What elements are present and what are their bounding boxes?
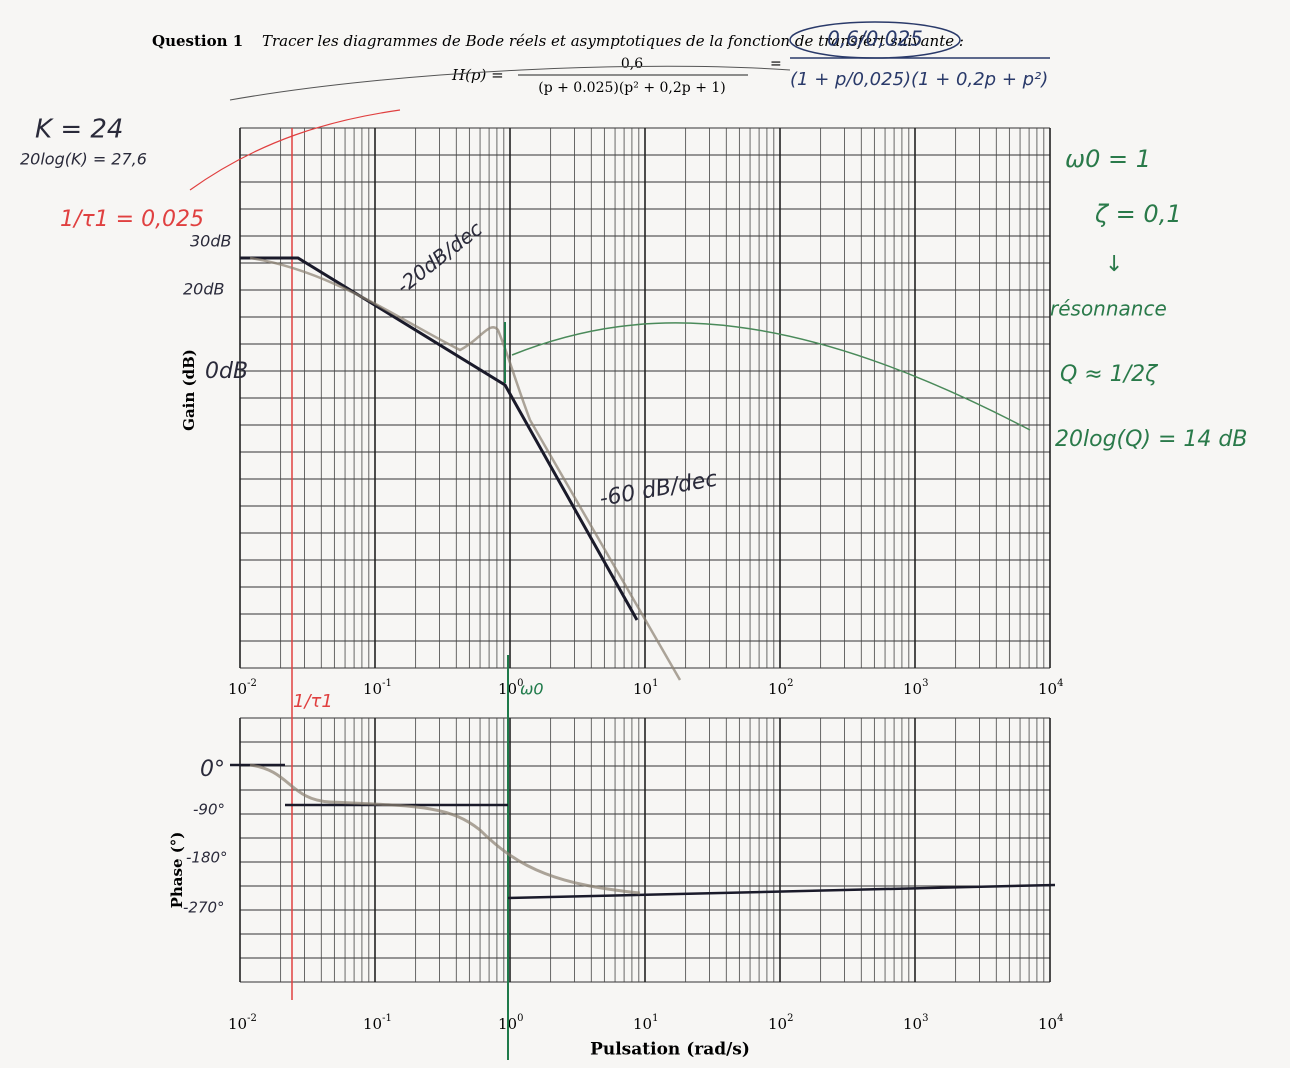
gain-axis-label: Gain (dB) bbox=[180, 349, 198, 431]
equals: = bbox=[770, 56, 782, 72]
tick-exp: 4 bbox=[1057, 1013, 1063, 1024]
tick-exp: 1 bbox=[652, 678, 658, 689]
tick-exp: 4 bbox=[1057, 678, 1063, 689]
tick-exp: -1 bbox=[382, 678, 392, 689]
tick-exp: 1 bbox=[652, 1013, 658, 1024]
x-tick-label: 10-2 bbox=[228, 1013, 257, 1034]
note: K = 24 bbox=[35, 115, 123, 145]
phase-real bbox=[249, 763, 641, 895]
tick-exp: -1 bbox=[382, 1013, 392, 1024]
tick-base: 10 bbox=[228, 1015, 247, 1033]
note: 20dB bbox=[183, 280, 225, 299]
gain-asymptote bbox=[240, 256, 639, 621]
x-tick-label: 10-1 bbox=[363, 678, 392, 699]
tick-exp: 0 bbox=[517, 1013, 523, 1024]
x-tick-label: 101 bbox=[633, 678, 658, 699]
tick-base: 10 bbox=[1038, 1015, 1057, 1033]
x-tick-label: 102 bbox=[768, 678, 793, 699]
note: ω0 = 1 bbox=[1065, 145, 1151, 173]
note: -90° bbox=[193, 801, 225, 819]
note: ζ = 0,1 bbox=[1094, 200, 1182, 228]
tick-exp: 2 bbox=[787, 678, 793, 689]
note: 20log(K) = 27,6 bbox=[20, 150, 147, 169]
hand-denominator: (1 + p/0,025)(1 + 0,2p + p²) bbox=[790, 69, 1048, 90]
question-number: Question 1 bbox=[152, 32, 243, 50]
hand-arc bbox=[229, 65, 791, 101]
x-tick-label: 103 bbox=[903, 1013, 928, 1034]
tick-exp: 2 bbox=[787, 1013, 793, 1024]
grids: 10-210-110010110210310410-210-1100101102… bbox=[228, 127, 1063, 1034]
instruction: Tracer les diagrammes de Bode réels et a… bbox=[262, 32, 964, 50]
gain-real bbox=[249, 256, 682, 681]
note: 20log(Q) = 14 dB bbox=[1055, 427, 1247, 452]
x-tick-label: 103 bbox=[903, 678, 928, 699]
tick-exp: 3 bbox=[922, 678, 928, 689]
tick-base: 10 bbox=[633, 680, 652, 698]
hand-numerator: 0,6/0,025 bbox=[827, 27, 923, 51]
note: ↓ bbox=[1105, 252, 1123, 277]
note: 30dB bbox=[190, 232, 232, 251]
tick-base: 10 bbox=[768, 1015, 787, 1033]
formula-lhs: H(p) = bbox=[451, 66, 504, 84]
x-axis-label: Pulsation (rad/s) bbox=[590, 1040, 750, 1060]
tick-base: 10 bbox=[1038, 680, 1057, 698]
x-tick-label: 104 bbox=[1038, 1013, 1063, 1034]
x-tick-label: 104 bbox=[1038, 678, 1063, 699]
tick-base: 10 bbox=[363, 1015, 382, 1033]
tick-exp: -2 bbox=[247, 1013, 257, 1024]
note: 0° bbox=[200, 757, 225, 782]
tick-base: 10 bbox=[903, 680, 922, 698]
x-tick-label: 102 bbox=[768, 1013, 793, 1034]
x-tick-label: 10-1 bbox=[363, 1013, 392, 1034]
note: ω0 bbox=[520, 680, 544, 699]
tick-base: 10 bbox=[363, 680, 382, 698]
formula-numerator: 0,6 bbox=[621, 56, 643, 72]
note: 1/τ1 = 0,025 bbox=[60, 207, 204, 232]
tick-exp: 0 bbox=[517, 678, 523, 689]
tick-exp: 3 bbox=[922, 1013, 928, 1024]
x-tick-label: 10-2 bbox=[228, 678, 257, 699]
tick-base: 10 bbox=[633, 1015, 652, 1033]
note: -270° bbox=[183, 899, 225, 917]
phase-axis-label: Phase (°) bbox=[168, 832, 186, 909]
green-curve bbox=[511, 322, 1031, 431]
tick-base: 10 bbox=[228, 680, 247, 698]
formula-denominator: (p + 0.025)(p² + 0,2p + 1) bbox=[538, 80, 726, 96]
x-tick-label: 101 bbox=[633, 1013, 658, 1034]
tick-base: 10 bbox=[903, 1015, 922, 1033]
note: -180° bbox=[186, 849, 228, 867]
note: Q ≈ 1/2ζ bbox=[1060, 362, 1158, 387]
note: résonnance bbox=[1050, 297, 1167, 321]
hand-arrow bbox=[189, 109, 401, 191]
tick-exp: -2 bbox=[247, 678, 257, 689]
note: 1/τ1 bbox=[293, 691, 333, 712]
tick-base: 10 bbox=[768, 680, 787, 698]
note: 0dB bbox=[205, 359, 248, 384]
